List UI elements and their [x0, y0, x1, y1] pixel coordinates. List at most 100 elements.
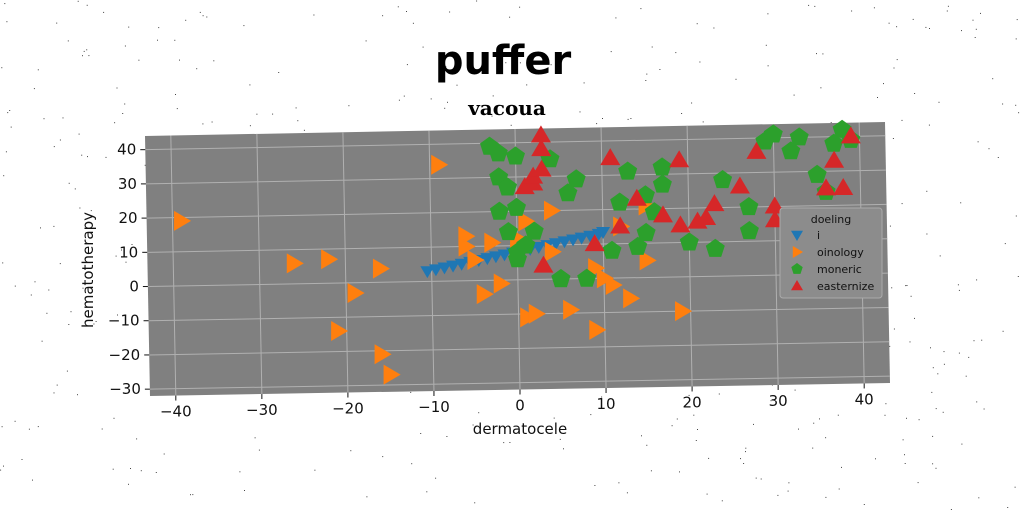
x-tick-label: 0: [515, 397, 525, 415]
speckle: [474, 502, 476, 504]
speckle: [444, 107, 446, 109]
x-tick-label: −10: [418, 398, 450, 416]
speckle: [254, 437, 256, 439]
speckle: [904, 463, 906, 464]
speckle: [206, 16, 208, 18]
speckle: [787, 490, 789, 492]
speckle: [37, 426, 39, 428]
speckle: [706, 493, 708, 495]
speckle: [175, 94, 176, 95]
speckle: [140, 470, 142, 472]
speckle: [901, 119, 903, 121]
speckle: [912, 18, 914, 20]
speckle: [873, 7, 875, 9]
grid-lines: [145, 122, 890, 396]
speckle: [90, 210, 92, 212]
speckle: [718, 393, 720, 395]
speckle: [503, 442, 505, 444]
speckle: [41, 340, 43, 342]
speckle: [909, 341, 911, 343]
speckle: [196, 68, 198, 70]
speckle: [68, 324, 70, 325]
speckle: [904, 454, 905, 456]
speckle: [837, 414, 839, 416]
data-point-oinology: [286, 253, 304, 274]
data-point-i: [437, 262, 452, 275]
speckle: [981, 339, 983, 341]
speckle: [579, 111, 581, 113]
data-point-oinology: [596, 268, 614, 289]
data-point-i: [454, 258, 469, 271]
speckle: [814, 5, 816, 7]
speckle: [1002, 330, 1004, 332]
data-point-moneric: [524, 221, 544, 240]
speckle: [412, 22, 414, 24]
speckle: [695, 440, 697, 441]
speckle: [478, 412, 480, 414]
speckle: [82, 55, 83, 57]
speckle: [1007, 507, 1009, 508]
speckle: [977, 141, 979, 143]
speckle: [896, 59, 898, 61]
y-tick-label: 30: [118, 175, 137, 193]
speckle: [1015, 38, 1017, 40]
speckle: [43, 118, 45, 120]
speckle: [830, 122, 832, 124]
speckle: [594, 485, 596, 486]
data-point-i: [420, 266, 435, 279]
speckle: [4, 3, 6, 5]
speckle: [610, 51, 612, 53]
data-point-moneric: [652, 174, 672, 193]
speckle: [174, 39, 176, 41]
data-point-i: [488, 251, 503, 264]
data-point-oinology: [431, 154, 449, 175]
data-point-easternize: [531, 139, 552, 157]
speckle: [157, 39, 158, 41]
speckle: [476, 0, 478, 2]
speckle: [760, 478, 762, 480]
data-point-i: [480, 253, 495, 266]
speckle: [5, 151, 7, 153]
speckle: [243, 25, 245, 27]
data-point-moneric: [488, 143, 508, 162]
speckle: [838, 488, 840, 490]
axis-ticks: −40 −30 −20 −10 0 10 20 30 40 −30 −20 −10 0 10 20 30 40: [108, 141, 874, 421]
speckle: [509, 16, 511, 18]
speckle: [350, 450, 352, 452]
speckle: [37, 69, 39, 71]
x-tick-label: 40: [855, 390, 874, 408]
speckle: [978, 497, 980, 499]
speckle: [1017, 276, 1019, 277]
speckle: [278, 72, 280, 73]
data-point-oinology: [493, 273, 511, 294]
data-point-oinology: [476, 284, 494, 305]
speckle: [510, 124, 512, 126]
speckle: [917, 482, 919, 484]
data-point-i: [557, 236, 572, 249]
speckle: [272, 113, 274, 115]
speckle: [942, 411, 944, 413]
speckle: [163, 453, 165, 455]
speckle: [630, 118, 632, 119]
grid-line-x: [256, 133, 263, 395]
speckle: [767, 65, 769, 67]
data-point-i: [446, 260, 461, 273]
speckle: [70, 311, 72, 313]
speckle: [519, 62, 521, 64]
data-point-easternize: [626, 188, 647, 206]
data-points: [174, 119, 861, 385]
grid-line-y: [149, 341, 890, 356]
speckle: [124, 103, 126, 105]
speckle: [211, 121, 213, 123]
data-point-i: [531, 241, 546, 254]
speckle: [406, 11, 407, 12]
speckle: [946, 10, 948, 12]
speckle: [965, 375, 967, 377]
speckle: [86, 49, 88, 51]
data-point-easternize: [670, 215, 691, 233]
data-point-moneric: [577, 268, 597, 287]
speckle: [53, 146, 55, 148]
speckle: [841, 466, 842, 468]
speckle: [563, 448, 564, 450]
speckle: [618, 482, 620, 484]
